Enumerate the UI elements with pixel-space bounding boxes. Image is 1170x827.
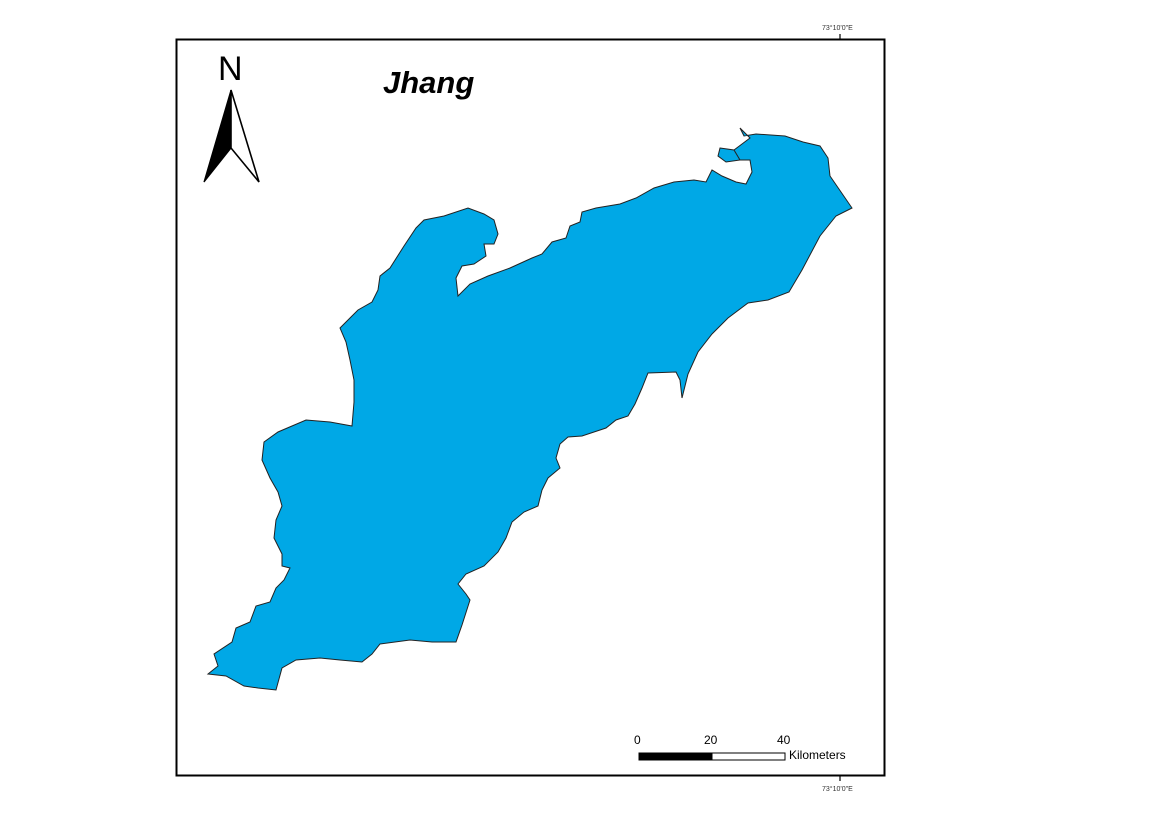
scale-bar-label-20: 20 xyxy=(704,733,718,747)
map-title: Jhang xyxy=(383,65,474,100)
graticule-top-label: 73°10'0"E xyxy=(822,24,853,32)
scale-bar-label-40: 40 xyxy=(777,733,791,747)
scale-bar-label-0: 0 xyxy=(634,733,641,747)
north-arrow: N xyxy=(203,50,260,183)
scale-bar-segment-white xyxy=(711,752,786,761)
scale-bar-segment-black xyxy=(638,752,713,761)
scale-bar: 0 20 40 Kilometers xyxy=(634,733,846,762)
scale-bar-unit: Kilometers xyxy=(789,748,846,762)
north-letter: N xyxy=(218,50,243,88)
graticule-bottom-label: 73°10'0"E xyxy=(822,785,853,793)
north-arrow-icon xyxy=(203,89,260,183)
district-polygon-jhang[interactable] xyxy=(206,127,853,691)
map-frame xyxy=(175,38,886,777)
